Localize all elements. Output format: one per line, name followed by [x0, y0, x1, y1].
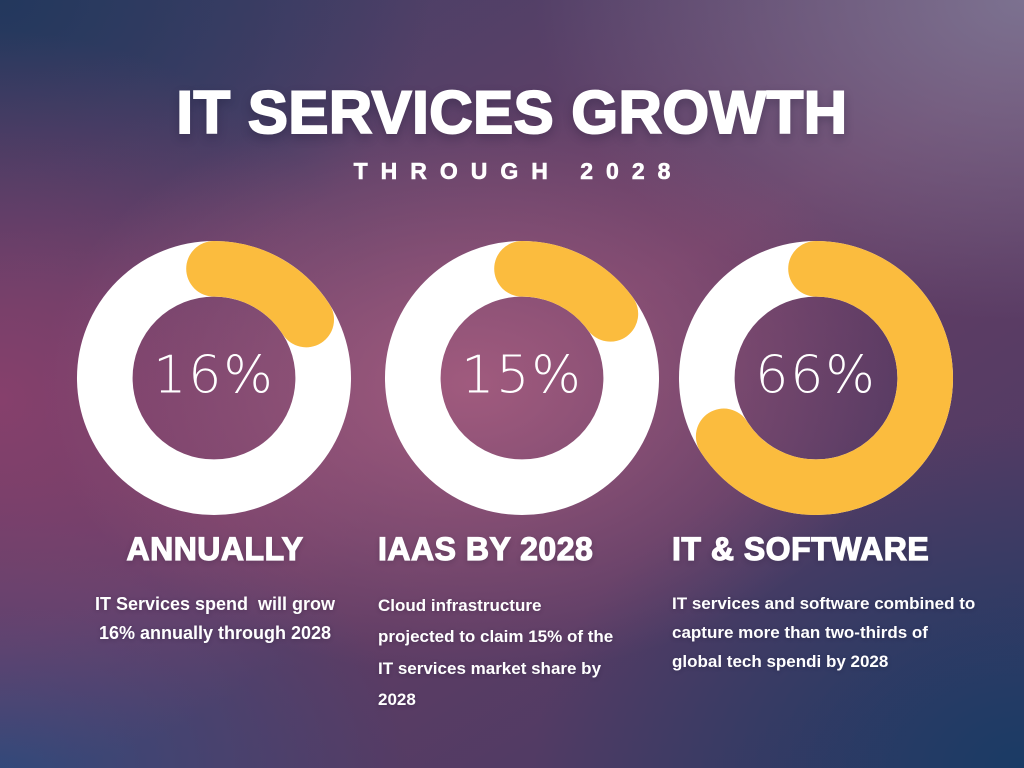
donut-chart-annual-growth: 16%	[75, 239, 353, 517]
donut-arc-segment	[678, 240, 954, 516]
stat-heading: IT & SOFTWARE	[671, 530, 930, 567]
donut-arc-segment	[384, 240, 660, 516]
donut-svg	[76, 240, 352, 516]
donut-svg	[384, 240, 660, 516]
donut-chart-iaas-share: 15%	[383, 239, 661, 517]
donut-value-label: 66%	[755, 345, 877, 406]
stat-description: IT services and software combined to cap…	[672, 594, 976, 671]
donut-svg	[678, 240, 954, 516]
stat-heading: IAAS BY 2028	[377, 530, 594, 567]
donut-value-label: 16%	[153, 345, 275, 406]
stat-caption-it-software: IT & SOFTWARE IT services and software c…	[671, 530, 1020, 677]
donut-value-label: 15%	[461, 345, 583, 406]
stat-description: IT Services spend will grow 16% annually…	[94, 594, 336, 643]
page-title: IT SERVICES GROWTH	[175, 78, 848, 147]
page-subtitle: THROUGH 2028	[353, 158, 684, 185]
stat-caption-iaas: IAAS BY 2028 Cloud infrastructure projec…	[377, 530, 668, 716]
donut-chart-it-software-share: 66%	[677, 239, 955, 517]
stat-heading: ANNUALLY	[126, 530, 304, 567]
stat-description: Cloud infrastructure projected to claim …	[378, 596, 614, 710]
donut-arc-segment	[76, 240, 352, 516]
stat-caption-annually: ANNUALLY IT Services spend will grow 16%…	[58, 530, 372, 648]
